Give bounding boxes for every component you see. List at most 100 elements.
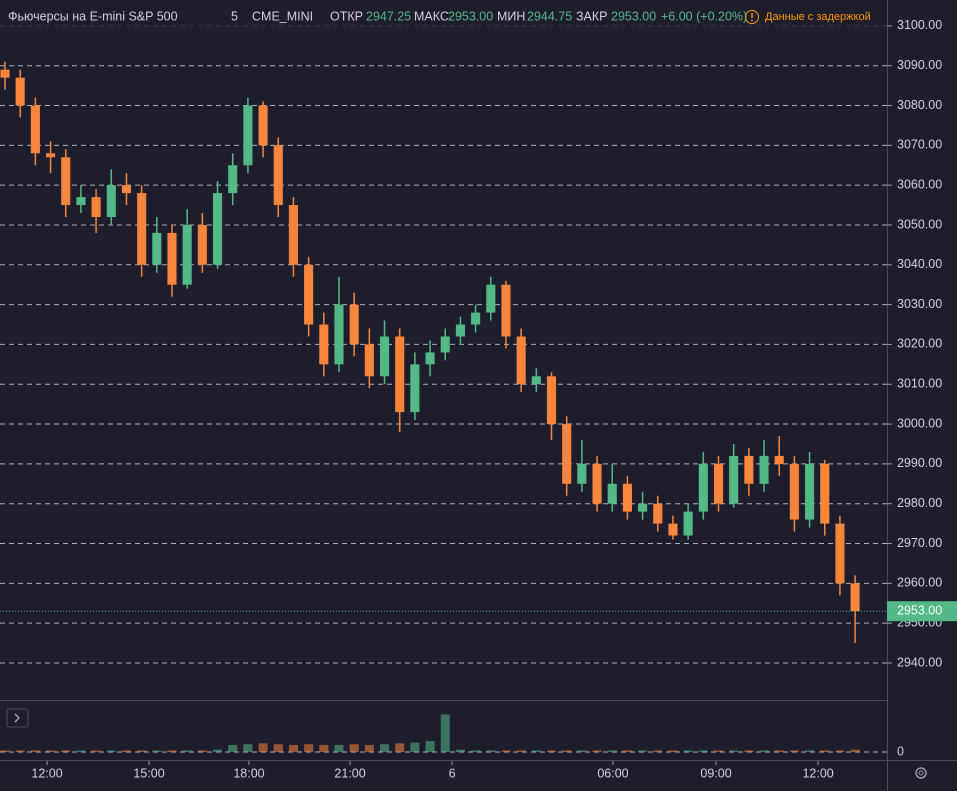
candle-body bbox=[759, 455, 769, 484]
candle-body bbox=[334, 304, 344, 365]
y-tick-label: 3040.00 bbox=[897, 257, 942, 271]
volume-bar bbox=[273, 744, 283, 752]
candle-body bbox=[197, 224, 207, 265]
plot: 2940.002950.002960.002970.002980.002990.… bbox=[0, 18, 957, 780]
volume-bar bbox=[304, 744, 314, 752]
candle-body bbox=[15, 77, 25, 106]
volume-bar bbox=[759, 750, 769, 752]
volume-bar bbox=[182, 750, 192, 752]
volume-bar bbox=[592, 750, 602, 752]
volume-bar bbox=[349, 744, 359, 752]
volume-bar bbox=[410, 742, 420, 752]
candle-body bbox=[774, 455, 784, 464]
candle-body bbox=[577, 463, 587, 484]
candle-body bbox=[304, 264, 314, 325]
candle-body bbox=[76, 197, 86, 206]
last-price-box bbox=[887, 601, 957, 622]
expand-icon bbox=[14, 713, 20, 723]
volume-bar bbox=[319, 744, 329, 752]
warning-icon-dot bbox=[751, 19, 753, 22]
volume-bar bbox=[455, 749, 465, 752]
volume-bar bbox=[288, 744, 298, 752]
gear-icon bbox=[915, 767, 927, 779]
volume-bar bbox=[577, 750, 587, 752]
y-tick-label: 3060.00 bbox=[897, 177, 942, 191]
volume-bar bbox=[471, 750, 481, 752]
candle-body bbox=[379, 336, 390, 377]
candle-body bbox=[668, 523, 678, 536]
high-label: МАКС bbox=[414, 9, 449, 23]
candle-body bbox=[228, 165, 238, 194]
delay-note[interactable]: Данные с задержкой bbox=[765, 11, 871, 23]
y-tick-label: 3090.00 bbox=[897, 58, 942, 72]
exchange: CME_MINI bbox=[252, 9, 313, 23]
volume-bar bbox=[258, 743, 268, 752]
x-tick-label: 12:00 bbox=[802, 766, 833, 780]
volume-bar bbox=[531, 750, 541, 752]
volume-bar bbox=[228, 744, 238, 752]
candle-body bbox=[167, 232, 177, 285]
warning-icon[interactable] bbox=[745, 10, 759, 24]
candle-body bbox=[744, 455, 754, 484]
volume-bar bbox=[501, 750, 511, 752]
candle-body bbox=[258, 105, 268, 146]
candle-body bbox=[91, 197, 101, 218]
settings-button[interactable] bbox=[915, 767, 927, 779]
y-tick-label: 3020.00 bbox=[897, 337, 942, 351]
y-tick-label: 3100.00 bbox=[897, 18, 942, 32]
candle-body bbox=[30, 105, 40, 154]
expand-button[interactable] bbox=[6, 708, 29, 728]
volume-bar bbox=[91, 750, 101, 752]
volume-bar bbox=[516, 750, 526, 752]
candle-body bbox=[698, 463, 708, 512]
volume-bar bbox=[622, 750, 632, 752]
candle-body bbox=[638, 503, 648, 512]
volume-bar bbox=[152, 750, 162, 752]
candle-body bbox=[364, 344, 374, 377]
volume-bar bbox=[76, 750, 86, 752]
x-tick-label: 09:00 bbox=[700, 766, 731, 780]
x-tick-label: 15:00 bbox=[133, 766, 164, 780]
candle-body bbox=[713, 463, 724, 504]
volume-bar bbox=[137, 750, 147, 752]
candle-body bbox=[319, 324, 329, 365]
y-tick-label: 2960.00 bbox=[897, 576, 942, 590]
y-tick-label: 2940.00 bbox=[897, 655, 942, 669]
volume-bar bbox=[668, 750, 678, 752]
y-tick-label: 3050.00 bbox=[897, 217, 942, 231]
candle-body bbox=[486, 284, 496, 313]
volume-bar bbox=[683, 750, 693, 752]
high-value: 2953.00 bbox=[448, 9, 493, 23]
low-label: МИН bbox=[497, 9, 525, 23]
candle-body bbox=[683, 511, 693, 536]
close-label: ЗАКР bbox=[576, 9, 608, 23]
interval: 5 bbox=[231, 9, 238, 23]
volume-bar bbox=[106, 750, 116, 752]
low-value: 2944.75 bbox=[527, 9, 572, 23]
candle-body bbox=[471, 312, 481, 325]
volume-bar bbox=[805, 750, 815, 752]
candle-body bbox=[425, 352, 435, 365]
volume-bar bbox=[395, 743, 405, 752]
candle-body bbox=[121, 185, 132, 194]
candle-body bbox=[729, 455, 739, 504]
candle-body bbox=[288, 205, 298, 265]
candle-body bbox=[61, 157, 71, 206]
volume-bar bbox=[45, 750, 56, 752]
volume-bar bbox=[562, 750, 572, 752]
y-tick-label: 2970.00 bbox=[897, 536, 942, 550]
x-tick-label: 18:00 bbox=[233, 766, 264, 780]
volume-bar bbox=[425, 741, 435, 752]
y-tick-label: 3030.00 bbox=[897, 297, 942, 311]
candle-body bbox=[805, 463, 815, 520]
candle-body bbox=[182, 224, 192, 285]
close-value: 2953.00 bbox=[611, 9, 656, 23]
candle-body bbox=[0, 69, 10, 78]
candle-body bbox=[455, 324, 465, 337]
volume-bar bbox=[774, 750, 784, 752]
x-tick-label: 6 bbox=[449, 766, 456, 780]
volume-bar bbox=[0, 750, 10, 752]
volume-bar bbox=[121, 750, 132, 752]
